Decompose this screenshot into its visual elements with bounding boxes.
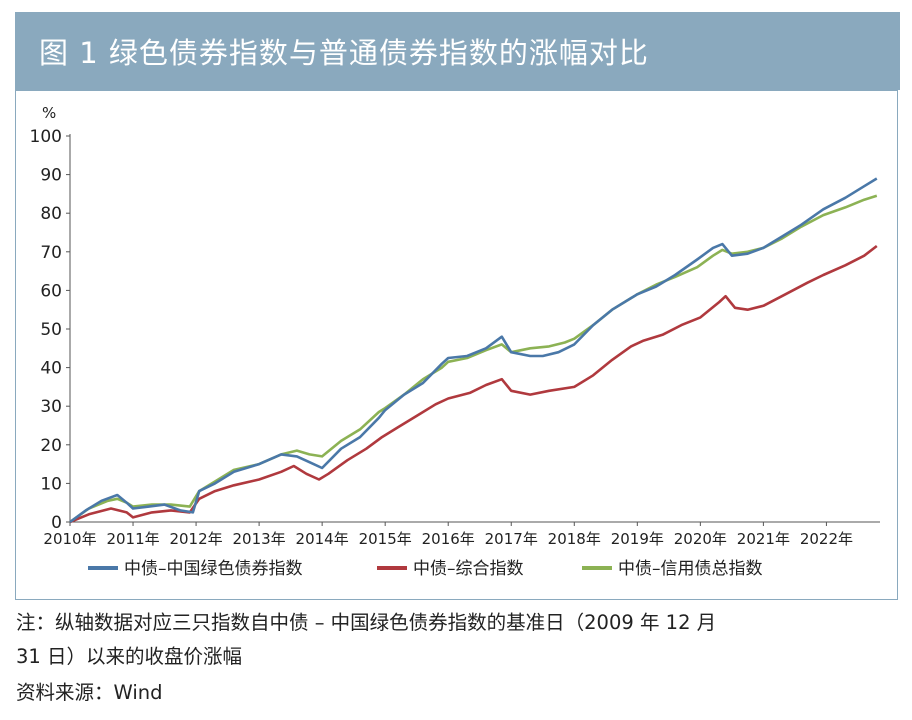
note-line-1: 注：纵轴数据对应三只指数自中债 – 中国绿色债券指数的基准日（2009 年 12… (16, 611, 717, 634)
y-tick-label: 20 (40, 436, 62, 456)
figure-title: 图 1 绿色债券指数与普通债券指数的涨幅对比 (39, 36, 649, 70)
series-line (69, 244, 878, 524)
y-tick-label: 30 (40, 397, 62, 417)
x-tick-label: 2013年 (233, 530, 286, 548)
note-line-2: 31 日）以来的收盘价涨幅 (16, 645, 243, 668)
legend-label: 中债–信用债总指数 (618, 559, 763, 579)
x-tick-label: 2010年 (43, 530, 96, 548)
x-tick-label: 2015年 (359, 530, 412, 548)
x-tick-label: 2011年 (106, 530, 159, 548)
x-tick-label: 2018年 (548, 530, 601, 548)
x-tick-label: 2014年 (296, 530, 349, 548)
series-line (69, 177, 878, 524)
series-line (69, 194, 878, 524)
x-tick-label: 2017年 (485, 530, 538, 548)
x-tick-label: 2019年 (611, 530, 664, 548)
source-note: 资料来源：Wind (16, 681, 163, 704)
y-tick-label: 0 (51, 513, 62, 533)
title-bar: 图 1 绿色债券指数与普通债券指数的涨幅对比 (15, 12, 900, 90)
line-chart: 0 10 20 30 40 50 60 70 80 90 100% 2010年 2011年 2012年 20… (30, 104, 880, 579)
chart-frame (15, 90, 898, 600)
y-tick-label: 80 (40, 204, 62, 224)
x-tick-label: 2016年 (422, 530, 475, 548)
y-tick-label: 70 (40, 243, 62, 263)
x-tick-label: 2012年 (169, 530, 222, 548)
x-tick-label: 2022年 (800, 530, 853, 548)
legend-label: 中债–综合指数 (413, 559, 524, 579)
x-tick-label: 2021年 (737, 530, 790, 548)
x-tick-label: 2020年 (674, 530, 727, 548)
y-tick-label: 10 (40, 474, 62, 494)
y-tick-label: 50 (40, 320, 62, 340)
y-tick-label: 90 (40, 166, 62, 186)
legend-label: 中债–中国绿色债券指数 (124, 559, 303, 579)
y-tick-label: 100 (30, 127, 62, 147)
y-tick-label: 40 (40, 359, 62, 379)
y-axis-unit-label: % (42, 104, 56, 122)
y-tick-label: 60 (40, 281, 62, 301)
